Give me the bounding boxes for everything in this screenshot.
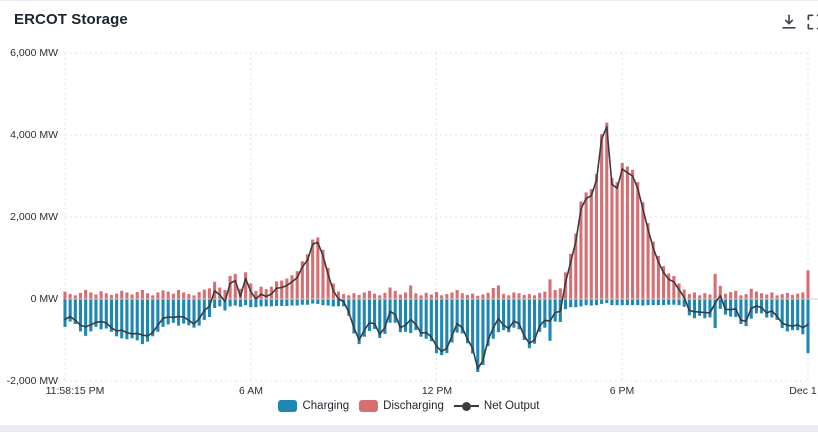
- y-tick-label: -2,000 MW: [6, 375, 58, 387]
- download-icon[interactable]: [779, 12, 799, 32]
- page-title: ERCOT Storage: [14, 11, 128, 28]
- discharging-swatch-icon: [359, 400, 379, 412]
- x-tick-label: Dec 1: [789, 385, 817, 397]
- storage-chart-plot[interactable]: [0, 1, 818, 399]
- charging-swatch-icon: [278, 400, 298, 412]
- y-tick-label: 6,000 MW: [10, 47, 58, 59]
- legend-label: Discharging: [383, 400, 444, 412]
- x-tick-label: 6 PM: [609, 385, 635, 397]
- y-tick-label: 0 MW: [30, 293, 58, 305]
- net-output-line-dot-icon: [453, 401, 479, 411]
- x-tick-label: 6 AM: [239, 385, 263, 397]
- legend-label: Charging: [302, 400, 350, 412]
- bottom-scroll-strip: [0, 425, 818, 432]
- y-tick-label: 4,000 MW: [10, 129, 58, 141]
- legend-item-charging[interactable]: Charging: [278, 400, 349, 412]
- legend-item-discharging[interactable]: Discharging: [359, 400, 444, 412]
- legend-label: Net Output: [483, 400, 540, 412]
- y-tick-label: 2,000 MW: [10, 211, 58, 223]
- x-tick-label: 12 PM: [421, 385, 453, 397]
- chart-legend: Charging Discharging Net Output: [0, 400, 818, 412]
- legend-item-net-output[interactable]: Net Output: [453, 400, 540, 412]
- x-tick-label: 11:58:15 PM: [45, 385, 105, 397]
- fullscreen-icon[interactable]: [805, 12, 818, 32]
